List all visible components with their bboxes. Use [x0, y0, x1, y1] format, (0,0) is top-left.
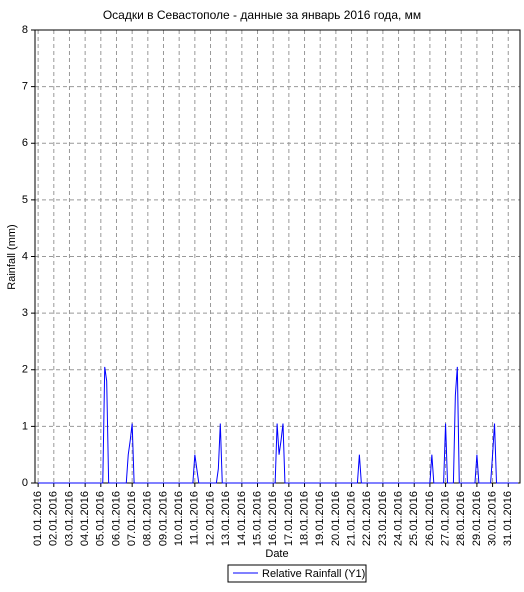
x-tick-label: 28.01.2016 [455, 491, 467, 546]
y-tick-label: 0 [22, 477, 28, 489]
legend-label: Relative Rainfall (Y1) [262, 568, 365, 580]
x-tick-label: 06.01.2016 [110, 491, 122, 546]
x-tick-label: 31.01.2016 [502, 491, 514, 546]
y-axis-label: Rainfall (mm) [6, 224, 18, 289]
x-tick-label: 21.01.2016 [345, 491, 357, 546]
x-tick-label: 01.01.2016 [32, 491, 44, 546]
x-tick-label: 19.01.2016 [314, 491, 326, 546]
x-tick-label: 16.01.2016 [267, 491, 279, 546]
y-tick-label: 3 [22, 307, 28, 319]
y-tick-label: 5 [22, 194, 28, 206]
data-line [38, 366, 519, 484]
x-tick-label: 26.01.2016 [424, 491, 436, 546]
x-tick-label: 25.01.2016 [408, 491, 420, 546]
y-tick-label: 8 [22, 24, 28, 36]
x-tick-label: 17.01.2016 [283, 491, 295, 546]
x-tick-label: 27.01.2016 [439, 491, 451, 546]
x-tick-label: 24.01.2016 [392, 491, 404, 546]
x-tick-label: 05.01.2016 [95, 491, 107, 546]
y-tick-label: 4 [22, 250, 28, 262]
x-tick-label: 09.01.2016 [157, 491, 169, 546]
x-tick-label: 13.01.2016 [220, 491, 232, 546]
legend [227, 564, 367, 583]
y-tick-label: 6 [22, 137, 28, 149]
y-tick-label: 7 [22, 81, 28, 93]
x-tick-label: 14.01.2016 [236, 491, 248, 546]
y-tick-label: 1 [22, 420, 28, 432]
y-tick-label: 2 [22, 364, 28, 376]
x-tick-label: 10.01.2016 [173, 491, 185, 546]
x-tick-label: 03.01.2016 [63, 491, 75, 546]
x-tick-label: 22.01.2016 [361, 491, 373, 546]
x-tick-label: 04.01.2016 [79, 491, 91, 546]
x-tick-label: 02.01.2016 [48, 491, 60, 546]
chart-title: Осадки в Севастополе - данные за январь … [103, 8, 421, 22]
x-tick-label: 12.01.2016 [204, 491, 216, 546]
plot-area: 0 1 2 3 4 5 6 7 8 01.01.2016 02.01.2016 03.01.2016 0… [22, 24, 521, 546]
x-tick-label: 18.01.2016 [298, 491, 310, 546]
x-tick-label: 23.01.2016 [377, 491, 389, 546]
x-tick-label: 07.01.2016 [126, 491, 138, 546]
x-tick-label: 08.01.2016 [142, 491, 154, 546]
x-axis-label: Date [265, 548, 288, 560]
x-tick-label: 11.01.2016 [189, 491, 201, 545]
x-tick-label: 30.01.2016 [486, 491, 498, 546]
x-tick-label: 20.01.2016 [330, 491, 342, 546]
x-tick-label: 29.01.2016 [471, 491, 483, 546]
plot-frame [34, 29, 521, 484]
x-tick-label: 15.01.2016 [251, 491, 263, 546]
